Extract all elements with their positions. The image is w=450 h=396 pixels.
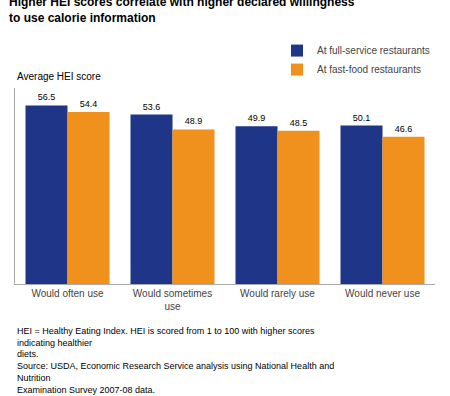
svg-text:Average HEI score: Average HEI score (17, 71, 101, 82)
svg-text:54.4: 54.4 (80, 99, 98, 109)
svg-text:Would sometimesuse: Would sometimesuse (133, 288, 212, 312)
svg-text:HEI = Healthy Eating Index. HE: HEI = Healthy Eating Index. HEI is score… (17, 326, 334, 395)
svg-text:At full-service restaurants: At full-service restaurants (317, 45, 430, 56)
svg-text:Would never use: Would never use (345, 288, 420, 299)
svg-text:Higher HEI scores correlate wi: Higher HEI scores correlate with higher … (9, 0, 355, 25)
svg-text:49.9: 49.9 (248, 113, 266, 123)
svg-text:46.6: 46.6 (395, 124, 413, 134)
svg-text:At fast-food restaurants: At fast-food restaurants (317, 64, 421, 75)
svg-text:50.1: 50.1 (353, 113, 371, 123)
svg-text:53.6: 53.6 (143, 102, 161, 112)
svg-text:48.5: 48.5 (290, 118, 308, 128)
svg-text:56.5: 56.5 (38, 92, 56, 102)
svg-text:48.9: 48.9 (185, 116, 203, 126)
svg-text:Would often use: Would often use (31, 288, 104, 299)
svg-text:Would rarely use: Would rarely use (240, 288, 315, 299)
